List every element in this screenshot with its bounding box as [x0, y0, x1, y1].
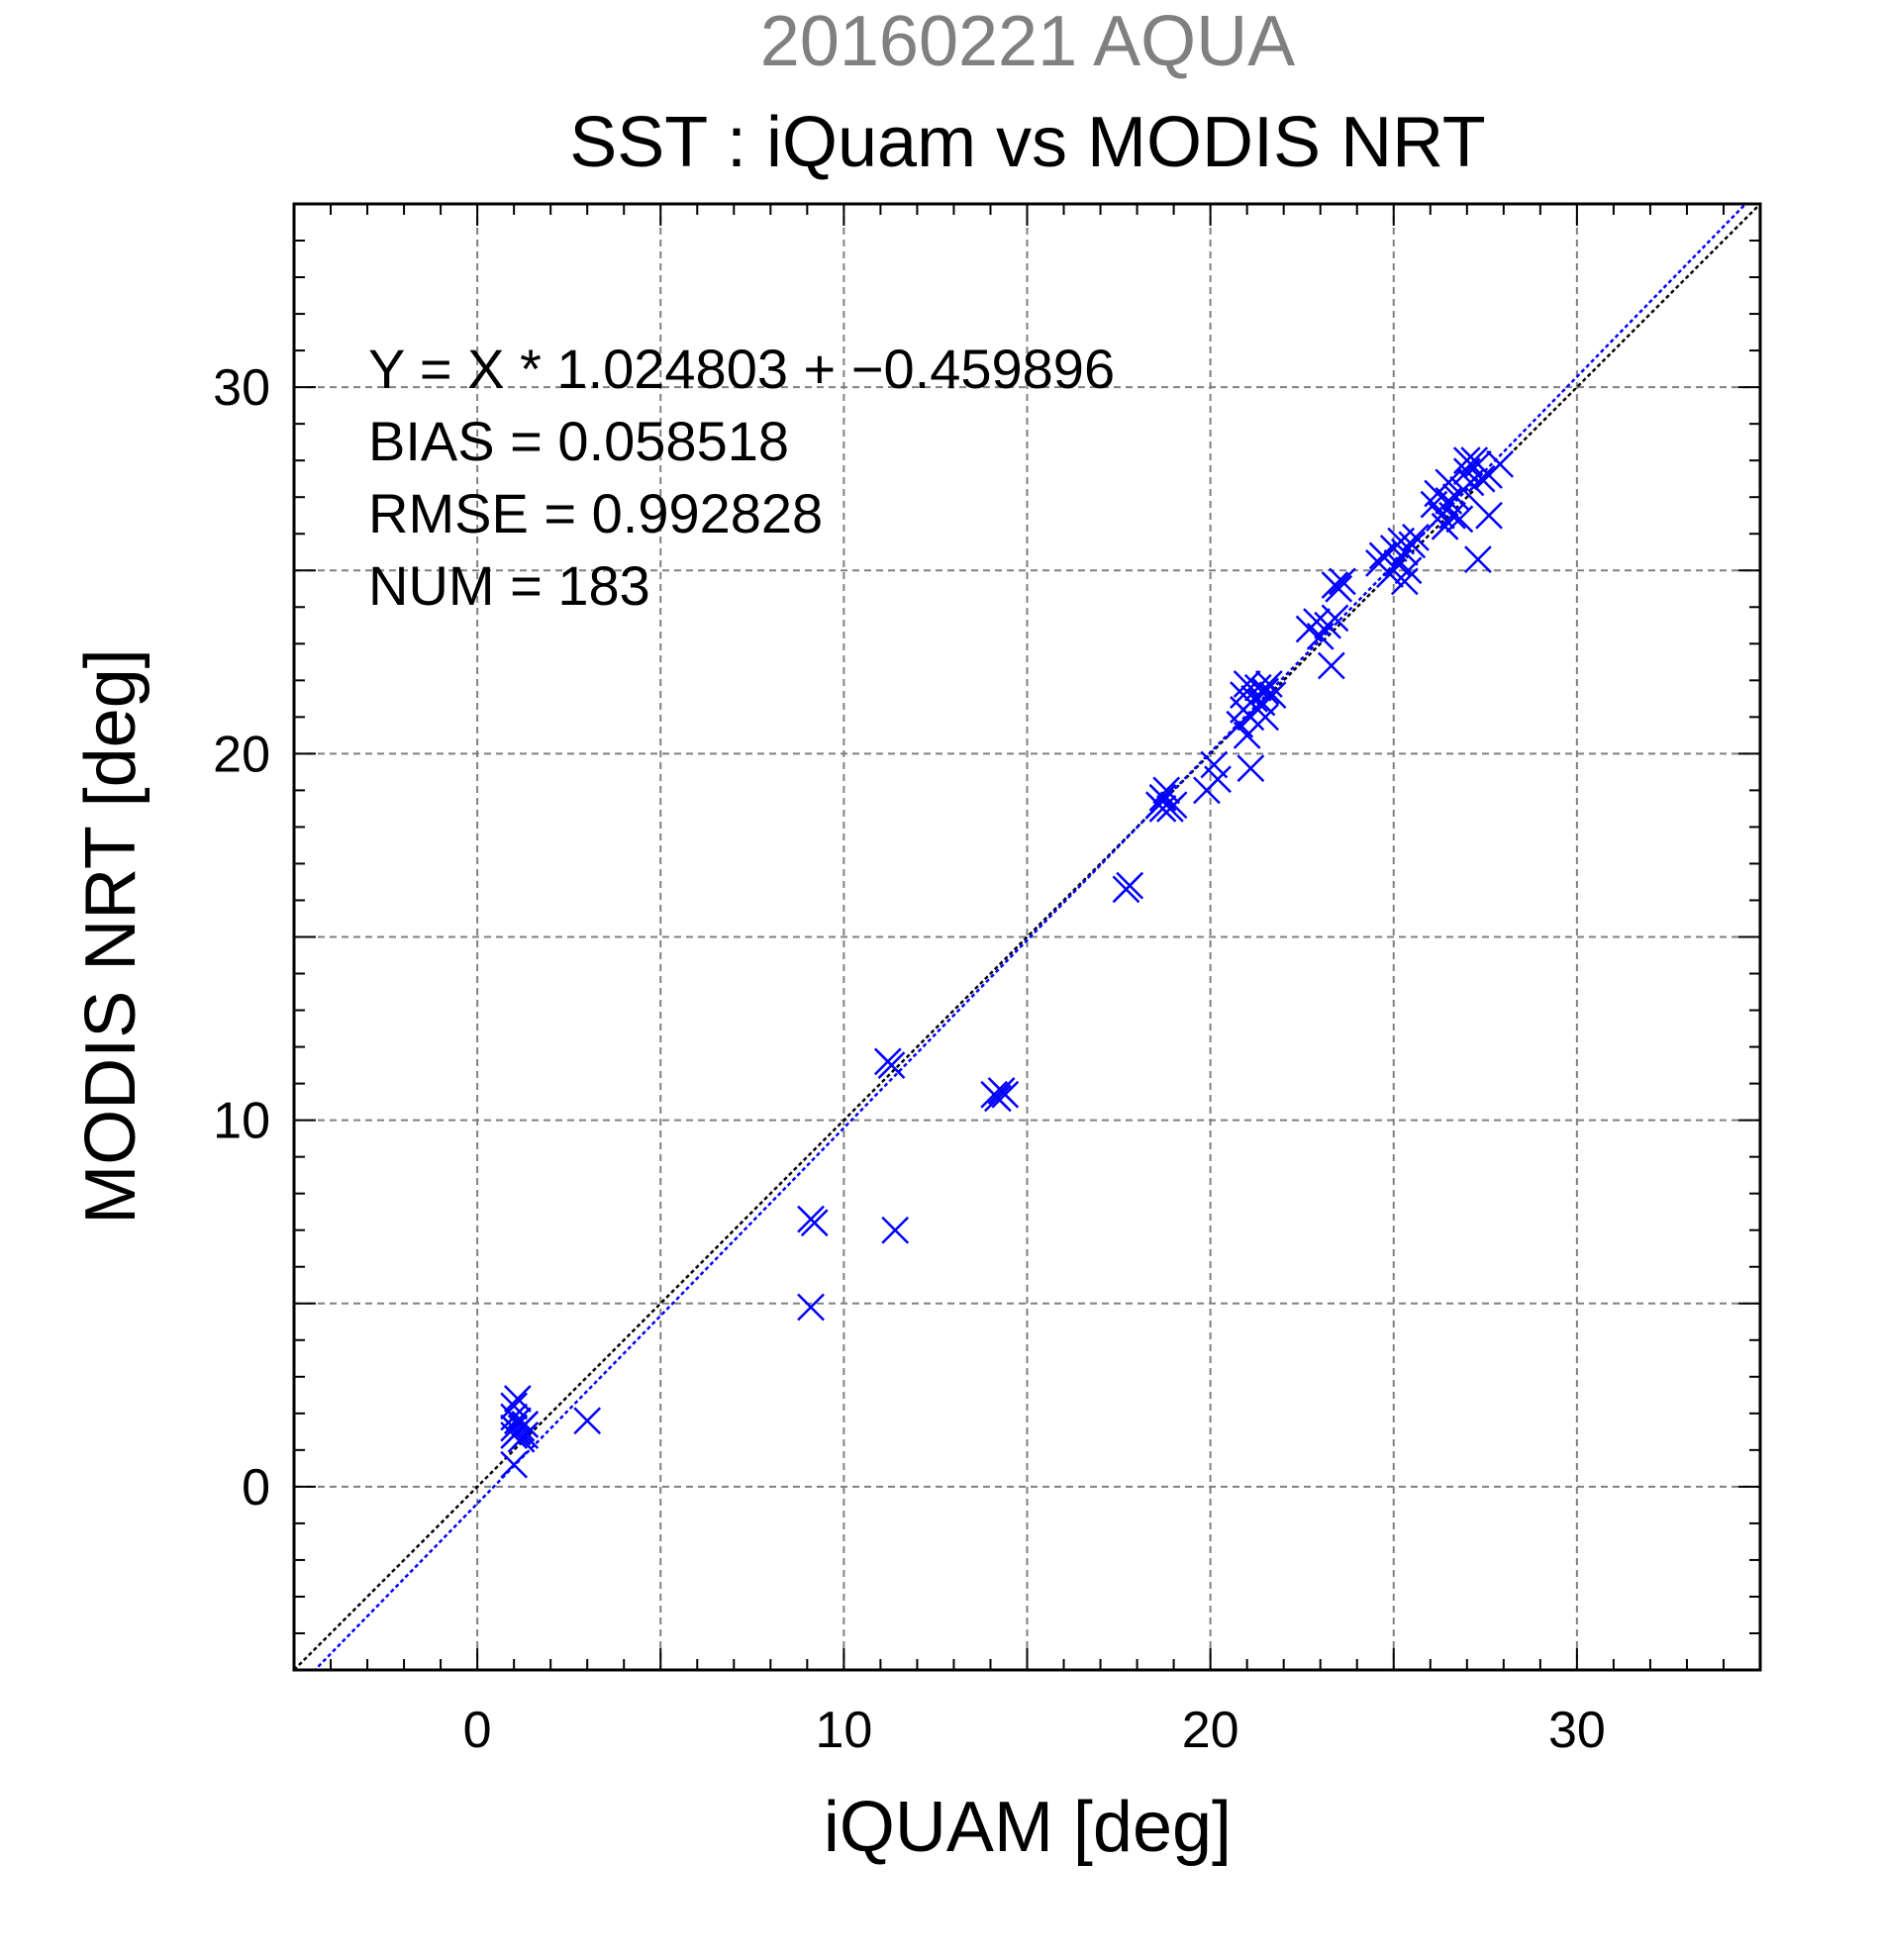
data-point — [503, 1407, 532, 1435]
data-point — [511, 1421, 540, 1449]
data-point — [1258, 681, 1287, 710]
data-point — [511, 1411, 540, 1438]
data-point — [983, 1084, 1012, 1113]
data-point — [881, 1216, 910, 1244]
x-tick-label: 0 — [463, 1702, 492, 1759]
data-point — [1475, 501, 1503, 530]
data-point — [797, 1293, 825, 1322]
y-tick-label: 10 — [213, 1093, 270, 1150]
data-point — [1159, 791, 1188, 820]
y-tick-label: 30 — [213, 359, 270, 417]
data-points — [500, 446, 1515, 1479]
data-point — [877, 1051, 906, 1079]
data-point — [1464, 545, 1492, 574]
data-point — [1467, 464, 1496, 493]
data-point — [1390, 567, 1419, 596]
data-point — [1204, 765, 1232, 794]
data-point — [800, 1209, 829, 1237]
minor-ticks — [294, 204, 1760, 1670]
data-point — [573, 1407, 602, 1435]
data-point — [1317, 651, 1345, 680]
data-point — [1445, 505, 1474, 534]
stat-equation: Y = X * 1.024803 + −0.459896 — [368, 338, 1115, 400]
regression-line — [313, 204, 1747, 1670]
reference-lines — [294, 204, 1760, 1670]
data-point — [1237, 703, 1265, 732]
data-point — [1394, 556, 1423, 585]
data-point — [500, 1450, 529, 1479]
data-point — [1438, 501, 1466, 530]
stat-bias: BIAS = 0.058518 — [368, 410, 789, 472]
data-point — [1148, 795, 1177, 823]
grid-lines — [294, 204, 1760, 1670]
data-point — [1398, 531, 1427, 559]
data-point — [1152, 776, 1181, 805]
data-point — [1329, 567, 1356, 596]
data-point — [1486, 449, 1515, 478]
data-point — [1251, 703, 1280, 732]
identity-line — [294, 204, 1760, 1670]
data-point — [1233, 670, 1261, 698]
plot-frame — [292, 202, 1762, 1672]
data-point — [1254, 670, 1283, 698]
data-point — [1116, 871, 1144, 900]
data-point — [1321, 604, 1349, 633]
x-axis-label: iQUAM [deg] — [824, 1788, 1232, 1867]
data-point — [503, 1385, 532, 1413]
stat-num: NUM = 183 — [368, 554, 650, 617]
chart-title: SST : iQuam vs MODIS NRT — [569, 103, 1486, 182]
x-tick-label: 10 — [815, 1702, 872, 1759]
major-ticks — [294, 204, 1760, 1670]
y-tick-label: 20 — [213, 726, 270, 783]
data-point — [991, 1080, 1020, 1109]
x-tick-label: 30 — [1548, 1702, 1606, 1759]
tick-labels: 0 10 20 30 0 10 20 30 — [213, 359, 1606, 1759]
data-point — [1251, 677, 1280, 706]
data-point — [1325, 574, 1353, 603]
data-point — [1435, 468, 1463, 497]
data-point — [1237, 754, 1265, 783]
data-point — [1402, 524, 1430, 551]
x-tick-label: 20 — [1182, 1702, 1239, 1759]
data-point — [1427, 501, 1455, 530]
stat-rmse: RMSE = 0.992828 — [368, 482, 823, 544]
chart-date-title: 20160221 AQUA — [760, 2, 1295, 81]
y-tick-label: 0 — [242, 1459, 270, 1517]
y-axis-label: MODIS NRT [deg] — [71, 648, 150, 1225]
